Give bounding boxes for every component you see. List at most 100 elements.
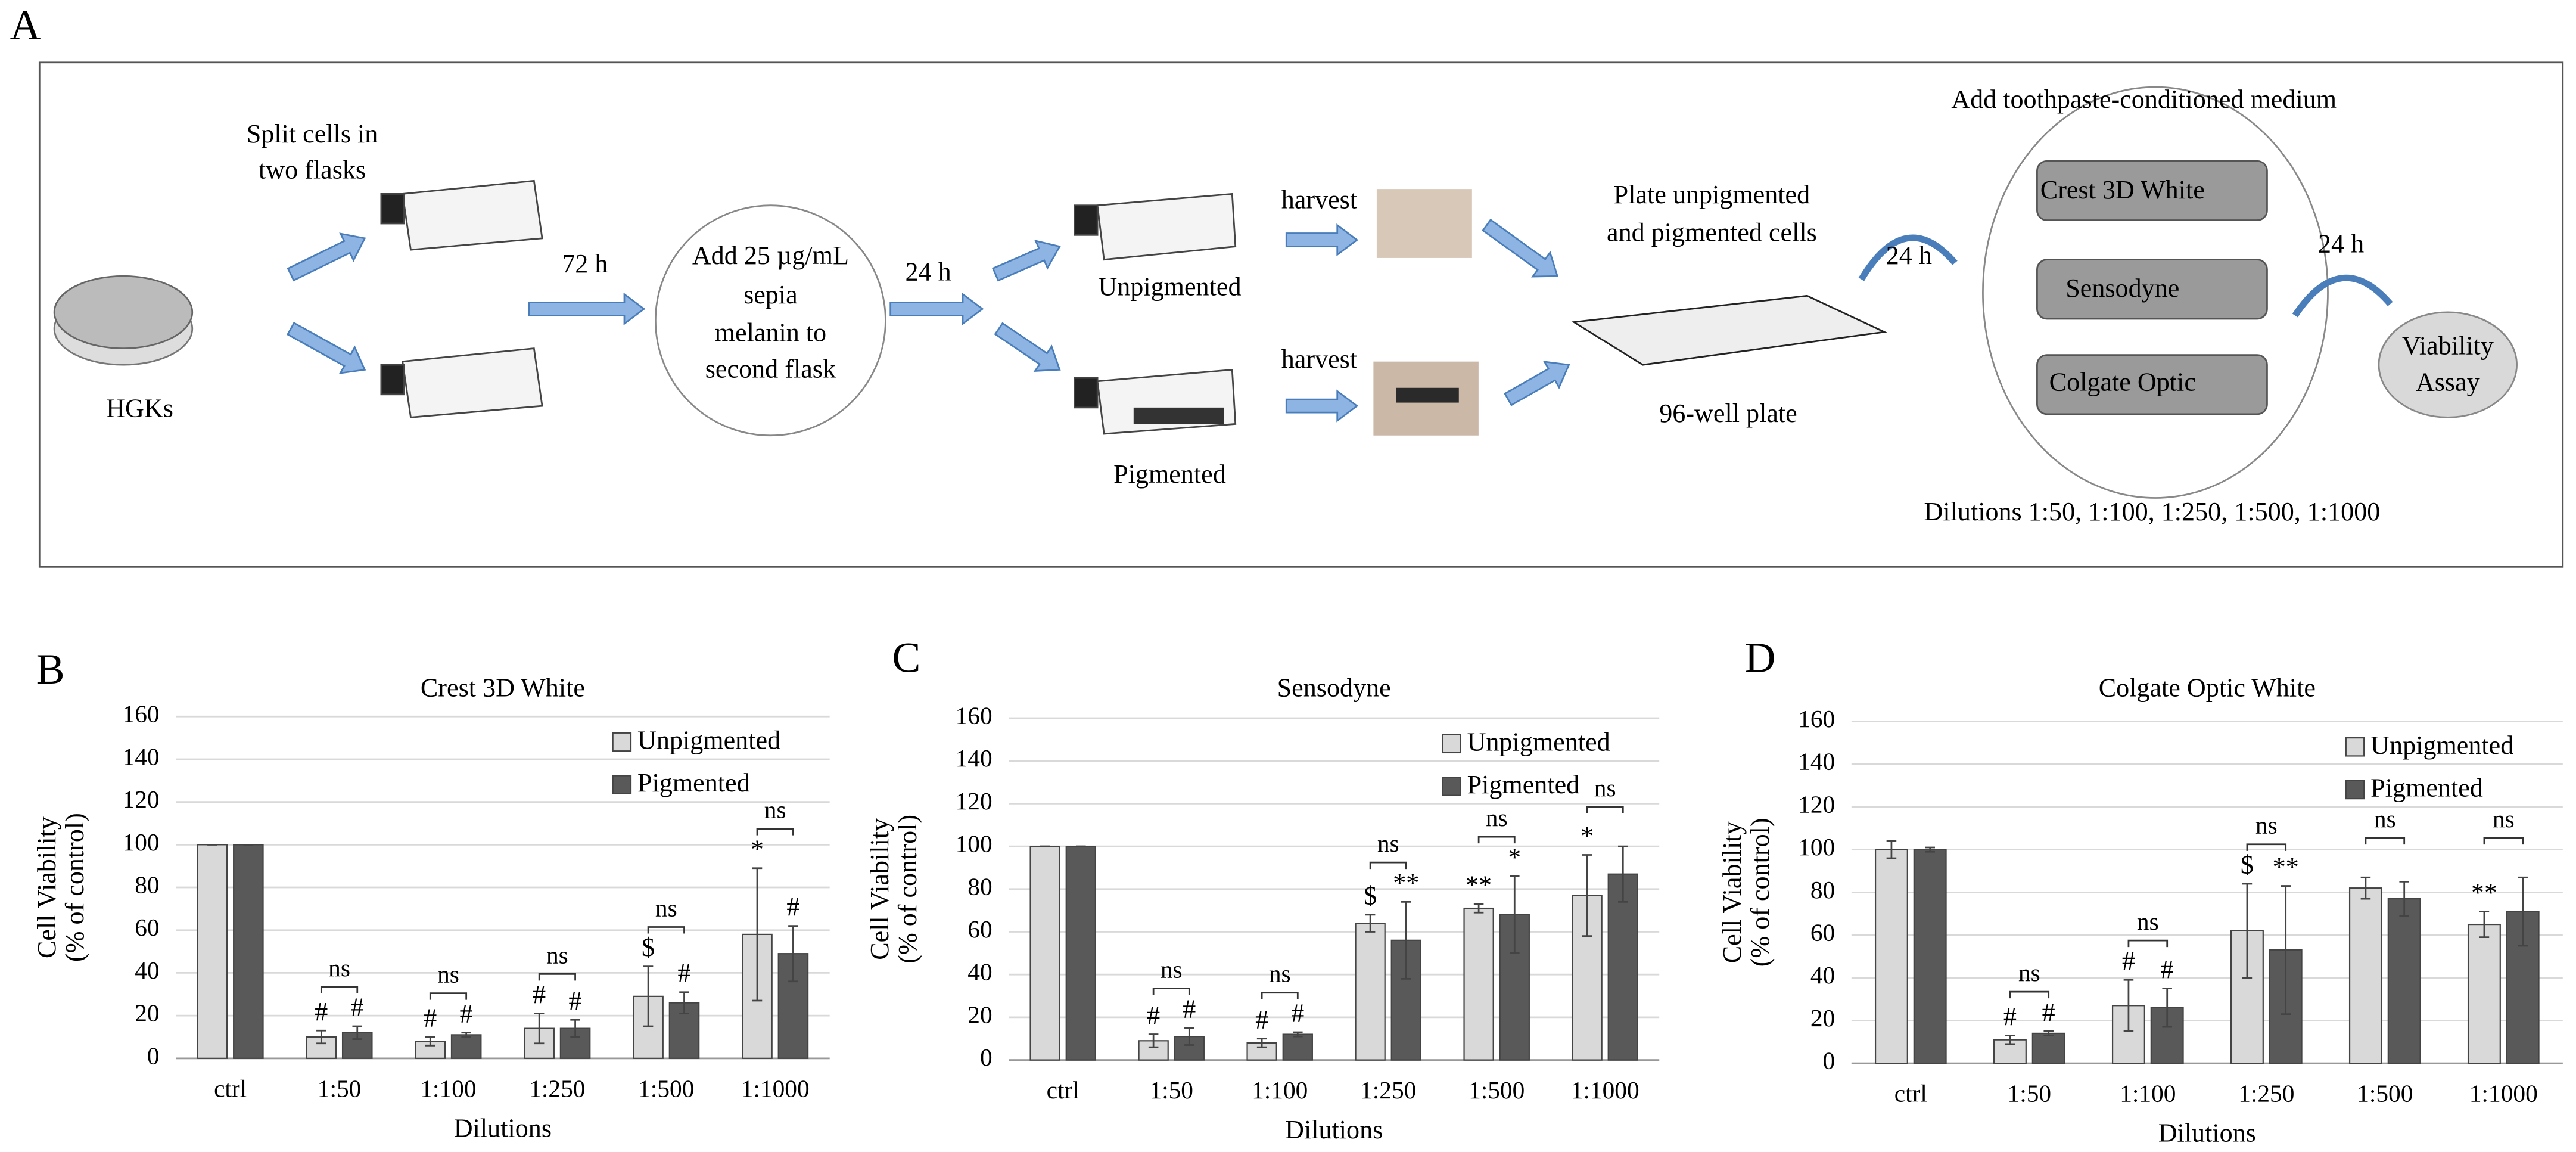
diagram-text: 72 h (562, 249, 608, 278)
error-bar (1582, 854, 1592, 937)
error-bar (1925, 846, 1935, 853)
comparison-bracket (1261, 992, 1299, 999)
y-axis-label: Cell Viability (865, 818, 894, 960)
bar (2031, 1032, 2065, 1064)
comparison-label: ns (2493, 805, 2515, 833)
y-tick-label: 20 (1810, 1004, 1835, 1032)
comparison-bracket (1369, 861, 1407, 870)
significance-label: # (460, 999, 473, 1028)
significance-label: $ (642, 933, 655, 962)
legend-label: Unpigmented (1467, 727, 1610, 756)
y-tick-label: 60 (1810, 918, 1835, 946)
error-bar (1256, 1038, 1267, 1048)
y-tick-label: 20 (135, 999, 159, 1027)
arrow (1504, 361, 1570, 406)
error-bar (1401, 901, 1411, 980)
significance-label: ** (2471, 878, 2497, 907)
comparison-label: ns (2374, 805, 2396, 833)
bar (1282, 1033, 1313, 1061)
significance-label: # (424, 1004, 437, 1033)
comparison-label: ns (655, 894, 677, 921)
significance-label: ** (1466, 870, 1492, 899)
comparison-label: ns (764, 796, 786, 824)
diagram-text: Plate unpigmented (1614, 180, 1810, 209)
y-tick-label: 140 (123, 743, 160, 770)
error-bar (534, 1013, 545, 1045)
x-axis-label: Dilutions (454, 1113, 552, 1142)
comparison-bracket (1477, 836, 1516, 844)
comparison-bracket (2127, 939, 2169, 948)
x-tick-label: 1:250 (529, 1075, 585, 1102)
diagram-text: 24 h (1886, 241, 1932, 270)
significance-label: # (786, 892, 799, 921)
diagram-text: Pigmented (1113, 459, 1226, 489)
comparison-bracket (2246, 843, 2287, 851)
significance-label: $ (1364, 881, 1377, 910)
comparison-bracket (320, 986, 359, 993)
diagram-text: sepia (743, 280, 798, 309)
diagram-text: and pigmented cells (1607, 218, 1817, 247)
y-tick-label: 160 (956, 702, 993, 729)
y-tick-label: 0 (147, 1042, 160, 1069)
diagram-text: Add 25 µg/mL (692, 241, 849, 270)
y-tick-label: 100 (1798, 833, 1835, 861)
comparison-bracket (1586, 806, 1624, 813)
error-bar (316, 1029, 326, 1045)
error-bar (1293, 1031, 1303, 1038)
comparison-bracket (2009, 990, 2050, 999)
y-tick-label: 100 (956, 830, 993, 858)
x-tick-label: 1:100 (420, 1075, 476, 1102)
x-tick-label: 1:50 (318, 1075, 362, 1102)
bar (1993, 1039, 2027, 1064)
chart: C Sensodyne Cell Viability(% of control) Di… (865, 634, 1660, 1144)
significance-label: # (1183, 994, 1196, 1023)
y-tick-label: 160 (1798, 705, 1835, 732)
comparison-bracket (538, 973, 576, 981)
y-tick-label: 120 (1798, 790, 1835, 818)
error-bar (2005, 1035, 2015, 1045)
chart-title: Sensodyne (1277, 673, 1391, 702)
legend-swatch (1442, 777, 1461, 796)
error-bar (679, 991, 689, 1014)
x-tick-label: 1:500 (638, 1075, 694, 1102)
comparison-label: ns (1594, 774, 1616, 802)
error-bar (1510, 875, 1520, 954)
y-tick-label: 140 (956, 744, 993, 772)
bar (2467, 923, 2501, 1064)
significance-label: # (2042, 998, 2055, 1027)
diagram-text: Add toothpaste-conditioned medium (1951, 85, 2337, 114)
significance-label: # (2003, 1002, 2017, 1031)
diagram-text: Unpigmented (1098, 272, 1241, 301)
comparison-label: ns (328, 954, 350, 982)
chart-title: Colgate Optic White (2099, 673, 2316, 702)
x-tick-label: 1:1000 (1571, 1076, 1639, 1104)
error-bar (1473, 903, 1484, 914)
significance-label: ** (2273, 852, 2299, 881)
x-axis-label: Dilutions (1285, 1115, 1383, 1144)
step-circle (654, 204, 886, 437)
curved-arrow (2292, 274, 2393, 318)
error-bar (643, 965, 654, 1027)
y-tick-label: 120 (956, 787, 993, 815)
y-tick-label: 60 (967, 915, 992, 943)
workflow-diagram: Split cells in two flasks HGKs 72 h Add … (53, 85, 2518, 526)
error-bar (788, 925, 798, 983)
x-tick-label: 1:1000 (741, 1075, 810, 1102)
legend-label: Pigmented (637, 768, 750, 797)
significance-label: # (315, 997, 328, 1026)
arrow (991, 240, 1061, 282)
x-tick-label: 1:100 (1252, 1076, 1308, 1104)
y-tick-label: 0 (980, 1044, 993, 1071)
error-bar (1365, 914, 1376, 933)
y-tick-label: 80 (135, 871, 159, 899)
comparison-bracket (2483, 837, 2524, 845)
legend-swatch (2345, 780, 2365, 800)
y-axis-label: (% of control) (893, 815, 922, 964)
panel-label: A (10, 1, 41, 49)
arrow (286, 321, 366, 374)
error-bar (2479, 911, 2490, 938)
diagram-text: harvest (1281, 344, 1357, 374)
well-plate (1571, 294, 1887, 366)
diagram-text: Viability (2402, 331, 2494, 361)
comparison-label: ns (1269, 960, 1291, 988)
